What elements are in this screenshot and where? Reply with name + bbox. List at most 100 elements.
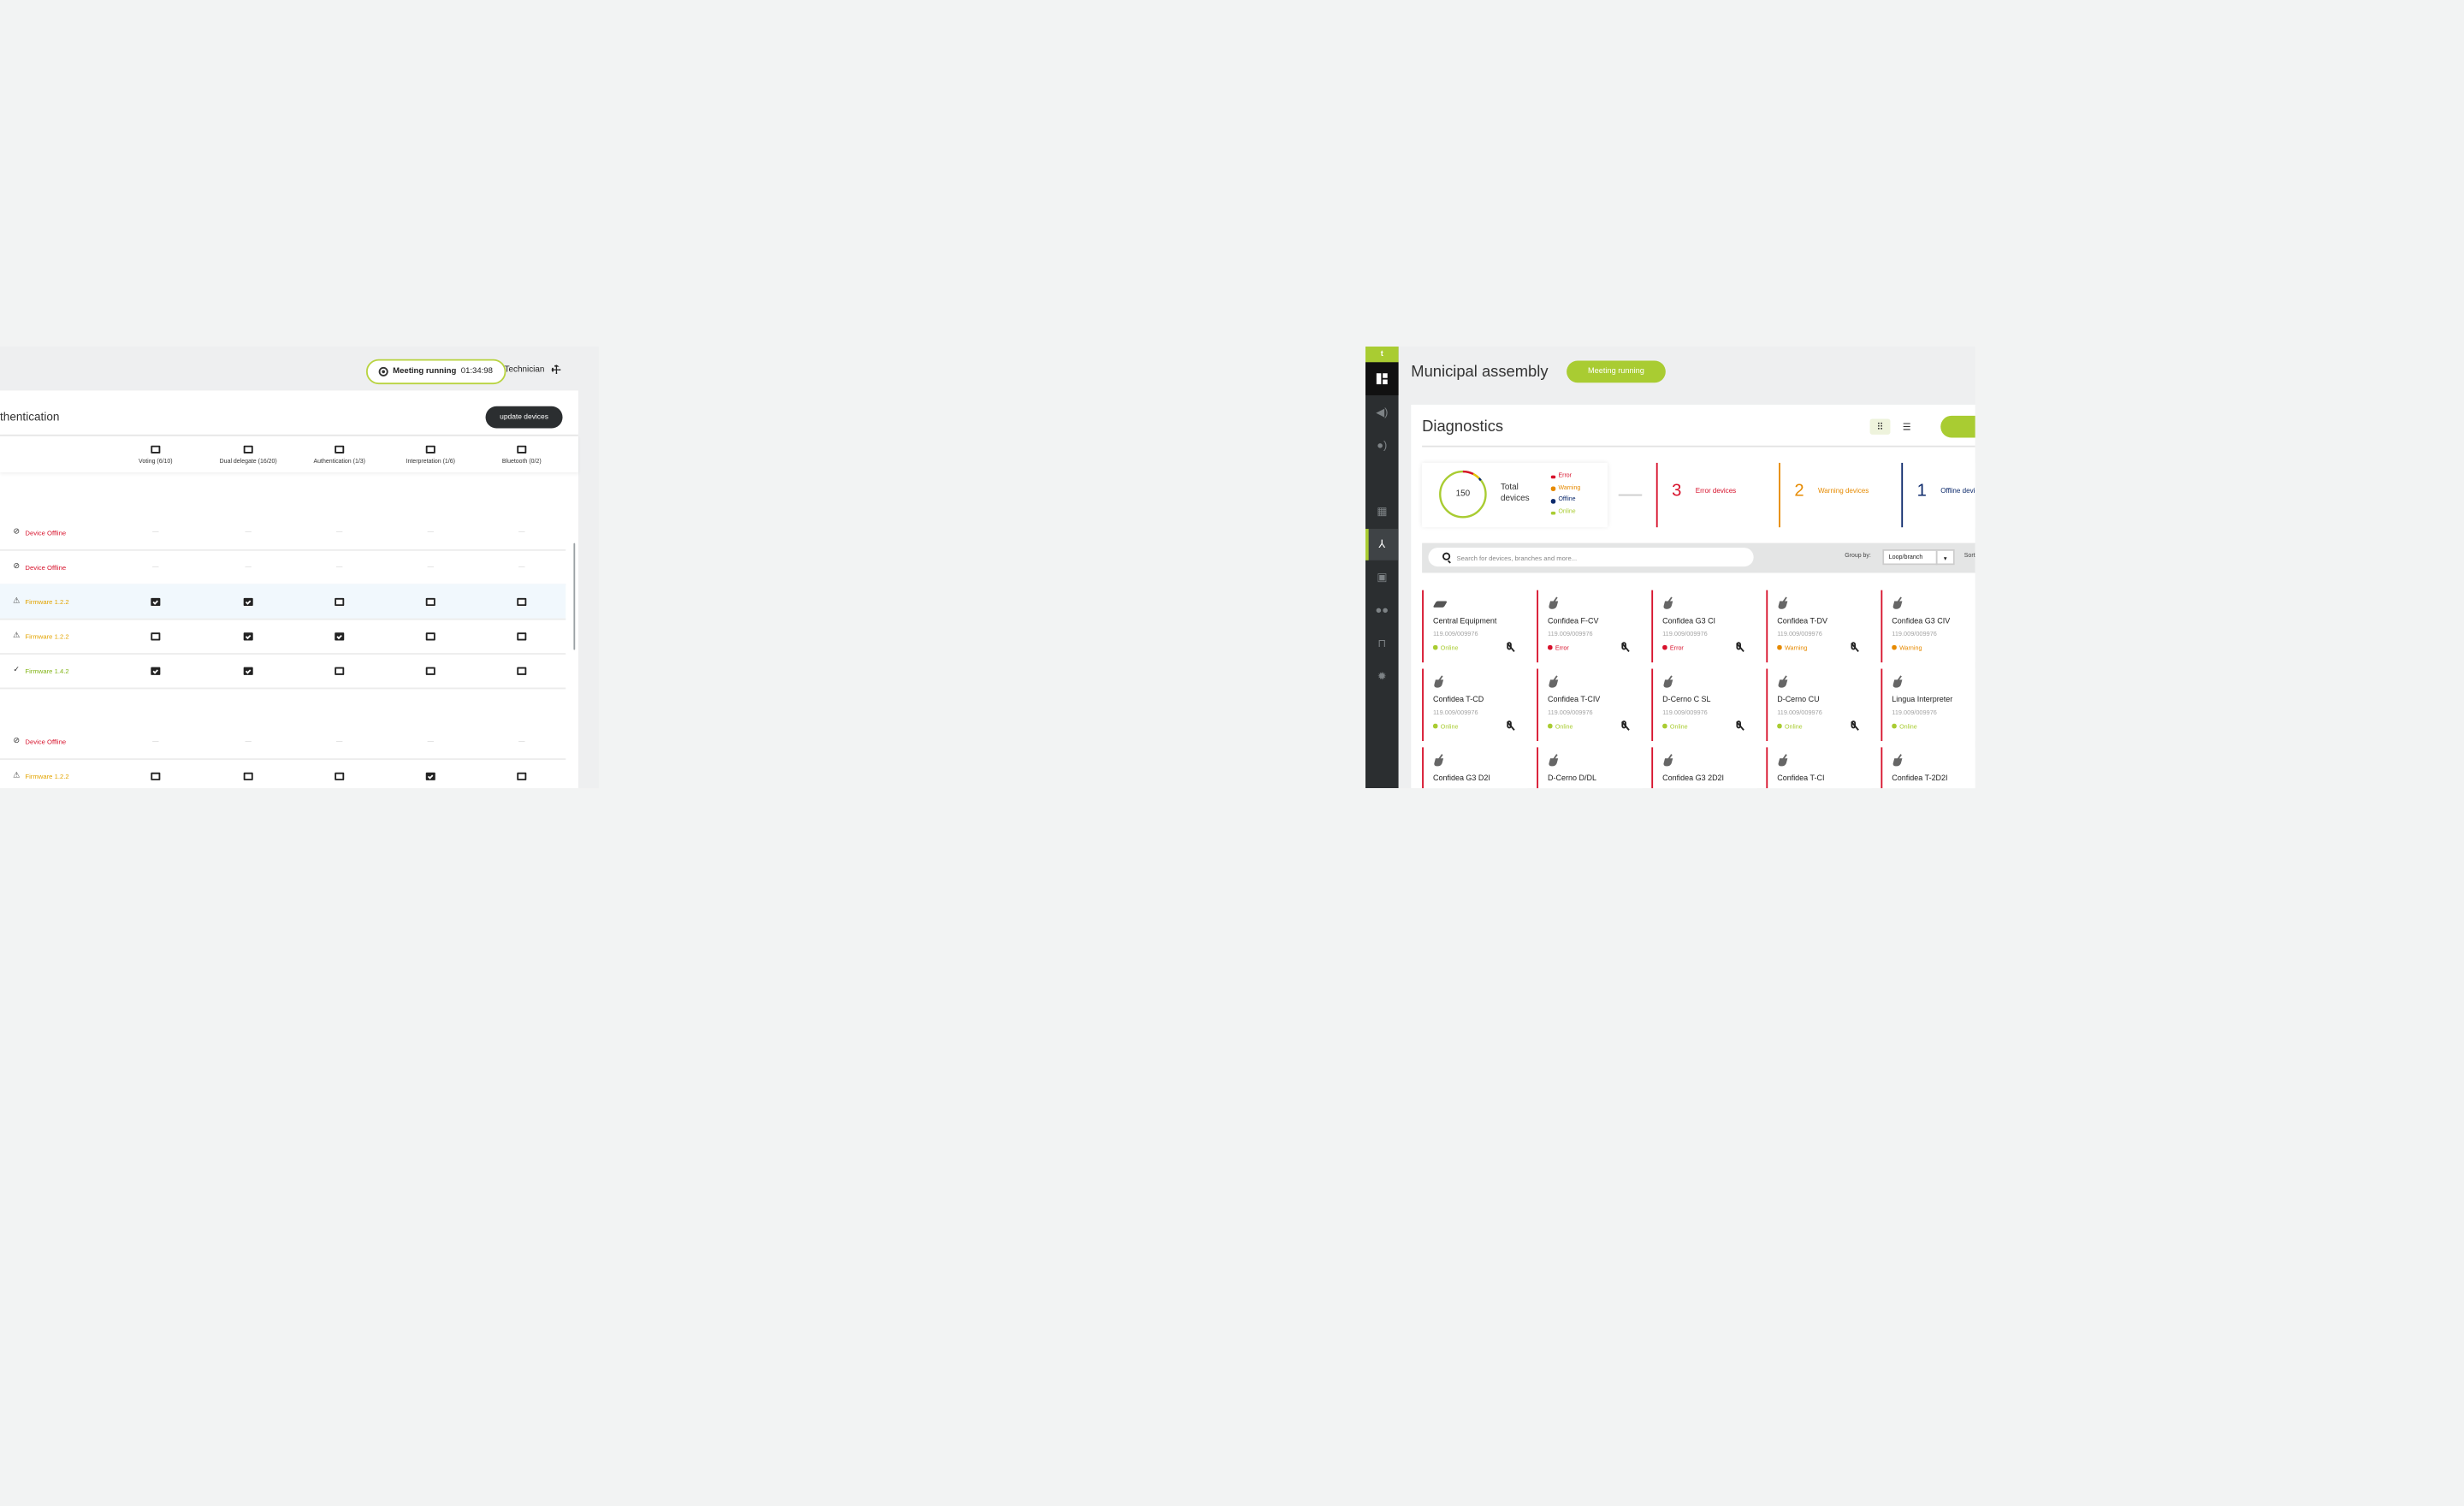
table-row[interactable]: ✓ Firmware 1.4.2 bbox=[0, 653, 566, 690]
feature-checkbox[interactable] bbox=[426, 596, 435, 606]
table-row[interactable]: ⚠ Firmware 1.2.2 bbox=[0, 619, 566, 655]
feature-cell[interactable] bbox=[148, 596, 163, 606]
device-tile[interactable]: Confidea G3 2D2I bbox=[1651, 747, 1757, 789]
feature-checkbox[interactable] bbox=[517, 631, 526, 641]
mic-muted-icon[interactable] bbox=[1851, 642, 1857, 652]
network-icon[interactable]: ⅄ bbox=[1365, 529, 1399, 560]
feature-checkbox[interactable] bbox=[517, 666, 526, 675]
mic-muted-icon[interactable] bbox=[1507, 720, 1512, 731]
feature-cell[interactable] bbox=[240, 596, 256, 606]
feature-checkbox[interactable] bbox=[517, 596, 526, 606]
feature-cell[interactable] bbox=[148, 771, 163, 780]
feature-checkbox[interactable] bbox=[335, 771, 344, 780]
scrollbar[interactable] bbox=[573, 543, 576, 650]
list-view-icon[interactable]: ☰ bbox=[1902, 423, 1911, 433]
feature-checkbox[interactable] bbox=[335, 596, 344, 606]
stat-card[interactable]: 1 Offline device bbox=[1901, 462, 1975, 528]
column-header[interactable]: Bluetooth (0/2) bbox=[475, 445, 569, 464]
feature-cell[interactable] bbox=[423, 596, 438, 606]
feature-checkbox[interactable] bbox=[244, 771, 253, 780]
mic-muted-icon[interactable] bbox=[1621, 720, 1626, 731]
person-speaking-icon[interactable]: ●) bbox=[1377, 440, 1388, 452]
feature-checkbox[interactable] bbox=[335, 666, 344, 675]
feature-checkbox[interactable] bbox=[151, 771, 160, 780]
mic-muted-icon[interactable] bbox=[1736, 642, 1741, 652]
feature-cell[interactable] bbox=[148, 631, 163, 641]
seat-icon[interactable]: ⊓ bbox=[1377, 638, 1387, 650]
column-select-checkbox[interactable] bbox=[426, 445, 435, 454]
column-header[interactable]: Dual delegate (16/20) bbox=[201, 445, 295, 464]
column-header[interactable]: Voting (6/10) bbox=[109, 445, 203, 464]
feature-cell[interactable] bbox=[514, 596, 530, 606]
feature-cell[interactable] bbox=[240, 631, 256, 641]
device-tile[interactable]: Confidea F-CV 119.009/009976 Error bbox=[1537, 590, 1643, 663]
column-select-checkbox[interactable] bbox=[244, 445, 253, 454]
feature-cell[interactable] bbox=[148, 666, 163, 675]
device-tile[interactable]: Confidea T-DV 119.009/009976 Warning bbox=[1766, 590, 1872, 663]
table-row[interactable]: ⊘ Device Offline — — — — — bbox=[0, 515, 566, 551]
mic-muted-icon[interactable] bbox=[1736, 720, 1741, 731]
mic-muted-icon[interactable] bbox=[1851, 720, 1857, 731]
feature-cell[interactable] bbox=[514, 631, 530, 641]
column-select-checkbox[interactable] bbox=[151, 445, 160, 454]
feature-cell[interactable] bbox=[514, 666, 530, 675]
device-tile[interactable]: D-Cerno C SL 119.009/009976 Online bbox=[1651, 668, 1757, 742]
feature-cell[interactable] bbox=[332, 771, 347, 780]
update-devices-button[interactable]: update devices bbox=[485, 405, 563, 428]
feature-checkbox[interactable] bbox=[517, 771, 526, 780]
feature-checkbox[interactable] bbox=[335, 631, 344, 641]
camera-icon[interactable]: ▣ bbox=[1377, 572, 1388, 584]
device-tile[interactable]: Confidea G3 D2I bbox=[1422, 747, 1528, 789]
feature-checkbox[interactable] bbox=[244, 596, 253, 606]
table-row[interactable]: ⊘ Device Offline — — — — — bbox=[0, 724, 566, 761]
meeting-running-pill[interactable]: Meeting running 01:34:98 bbox=[365, 359, 506, 385]
table-row[interactable]: ⚠ Firmware 1.2.2 bbox=[0, 584, 566, 620]
feature-checkbox[interactable] bbox=[426, 631, 435, 641]
feature-cell[interactable] bbox=[332, 631, 347, 641]
device-tile[interactable]: Confidea T-CIV 119.009/009976 Online bbox=[1537, 668, 1643, 742]
table-row[interactable]: ⚠ Firmware 1.2.2 bbox=[0, 758, 566, 788]
gear-icon[interactable]: ✹ bbox=[1377, 672, 1387, 684]
feature-cell[interactable] bbox=[423, 771, 438, 780]
feature-cell[interactable] bbox=[514, 771, 530, 780]
stat-card[interactable]: 3 Error devices bbox=[1656, 462, 1765, 528]
device-tile[interactable]: Confidea G3 CIV 119.009/009976 Warning bbox=[1881, 590, 1975, 663]
chart-icon[interactable]: ▦ bbox=[1377, 507, 1388, 519]
speaker-icon[interactable]: ◀) bbox=[1376, 407, 1389, 419]
dashboard-nav[interactable] bbox=[1365, 362, 1399, 395]
feature-checkbox[interactable] bbox=[151, 596, 160, 606]
feature-cell[interactable] bbox=[240, 771, 256, 780]
feature-checkbox[interactable] bbox=[151, 631, 160, 641]
user-role[interactable]: Technician ⚒ bbox=[505, 364, 566, 378]
search-input[interactable] bbox=[1428, 548, 1754, 567]
device-tile[interactable]: D-Cerno D/DL bbox=[1537, 747, 1643, 789]
meeting-running-button[interactable]: Meeting running bbox=[1567, 360, 1666, 383]
column-select-checkbox[interactable] bbox=[335, 445, 344, 454]
people-icon[interactable]: ●● bbox=[1375, 605, 1389, 616]
feature-cell[interactable] bbox=[423, 666, 438, 675]
grid-view-icon[interactable]: ⠿ bbox=[1869, 418, 1891, 435]
device-tile[interactable]: Confidea T-CD 119.009/009976 Online bbox=[1422, 668, 1528, 742]
feature-checkbox[interactable] bbox=[244, 631, 253, 641]
mic-muted-icon[interactable] bbox=[1507, 642, 1512, 652]
green-action-button[interactable] bbox=[1940, 415, 1975, 438]
feature-cell[interactable] bbox=[332, 666, 347, 675]
feature-checkbox[interactable] bbox=[426, 771, 435, 780]
device-tile[interactable]: Confidea T-CI bbox=[1766, 747, 1872, 789]
table-row[interactable]: ⊘ Device Offline — — — — — bbox=[0, 549, 566, 586]
app-logo[interactable]: t bbox=[1365, 347, 1399, 363]
column-header[interactable]: Interpretation (1/6) bbox=[383, 445, 477, 464]
mic-muted-icon[interactable] bbox=[1621, 642, 1626, 652]
device-tile[interactable]: Confidea T-2D2I bbox=[1881, 747, 1975, 789]
feature-checkbox[interactable] bbox=[244, 666, 253, 675]
device-tile[interactable]: Lingua Interpreter 119.009/009976 Online bbox=[1881, 668, 1975, 742]
feature-cell[interactable] bbox=[423, 631, 438, 641]
group-by-select[interactable]: Loop/branch ▾ bbox=[1882, 548, 1955, 566]
feature-checkbox[interactable] bbox=[151, 666, 160, 675]
device-tile[interactable]: Central Equipment 119.009/009976 Online bbox=[1422, 590, 1528, 663]
device-tile[interactable]: D-Cerno CU 119.009/009976 Online bbox=[1766, 668, 1872, 742]
stat-card[interactable]: 2 Warning devices bbox=[1779, 462, 1887, 528]
feature-cell[interactable] bbox=[332, 596, 347, 606]
column-header[interactable]: Authentication (1/3) bbox=[293, 445, 387, 464]
feature-checkbox[interactable] bbox=[426, 666, 435, 675]
